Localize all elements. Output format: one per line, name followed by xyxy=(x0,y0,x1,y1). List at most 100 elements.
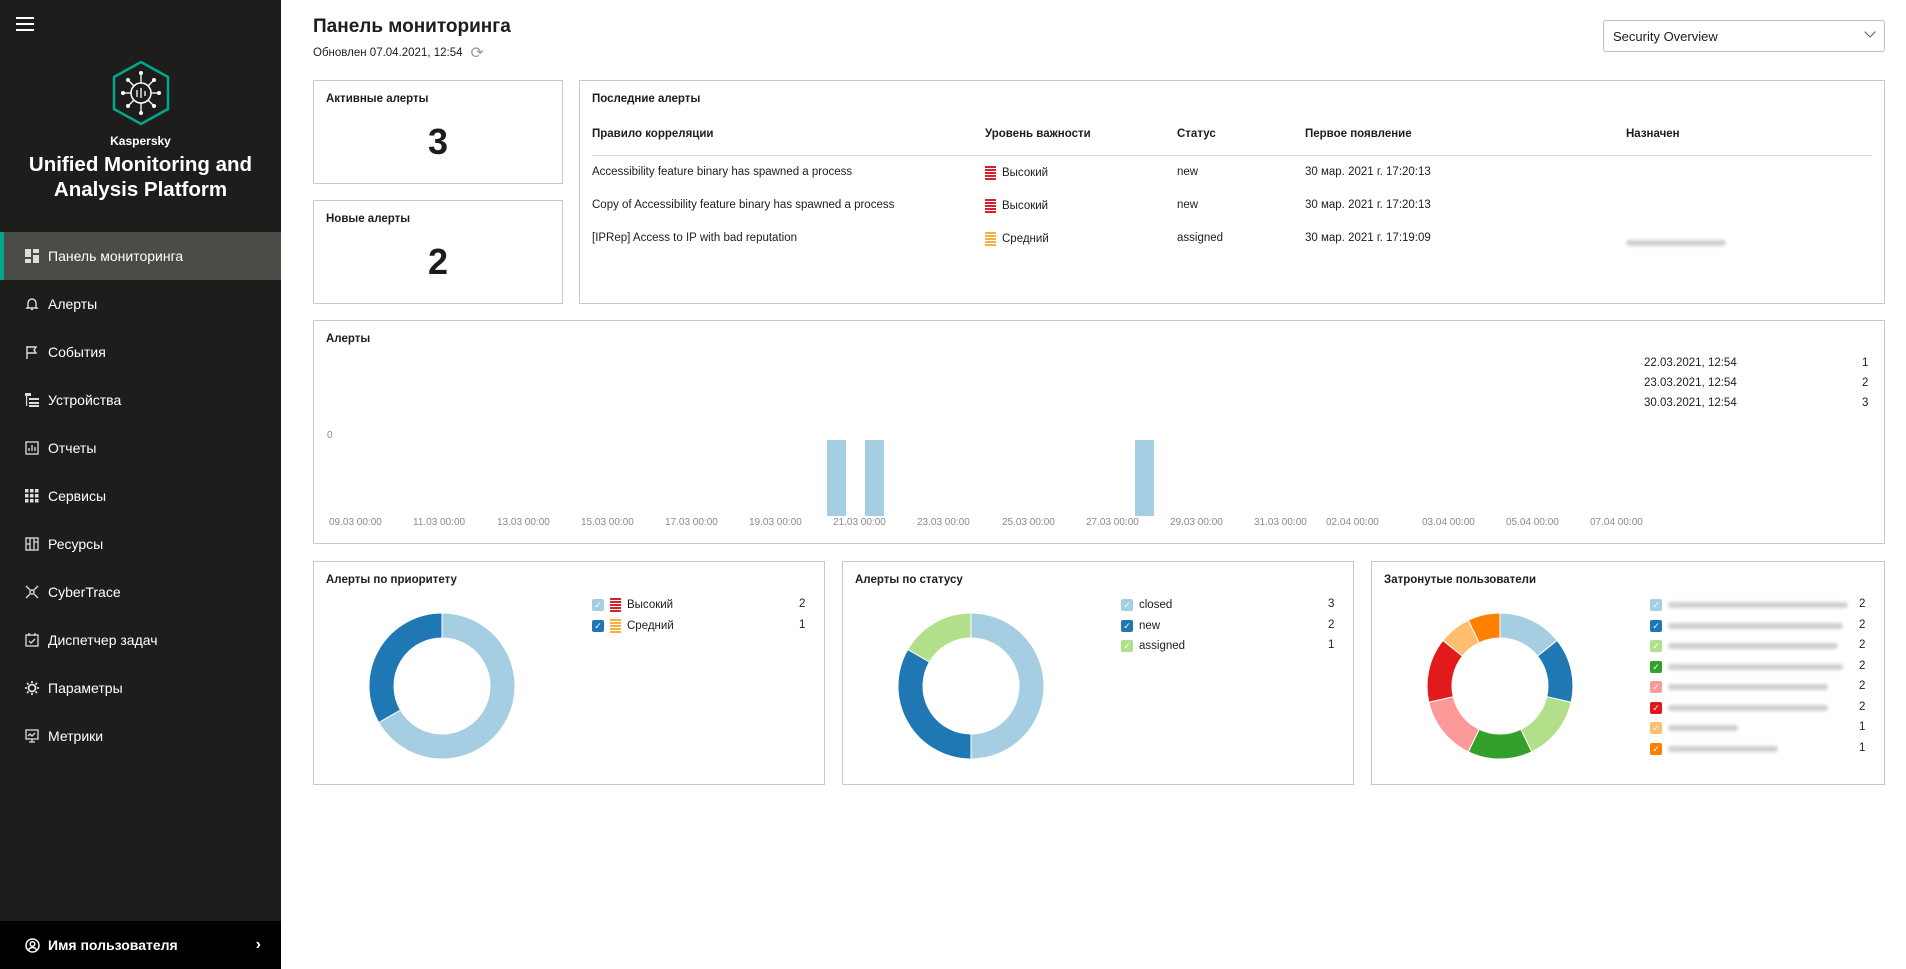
legend-item[interactable]: ✓ closed xyxy=(1121,597,1172,613)
redacted-text xyxy=(1668,602,1848,608)
legend-count: 2 xyxy=(1859,639,1866,651)
column-header-rule[interactable]: Правило корреляции xyxy=(592,128,714,140)
legend-item[interactable]: ✓ xyxy=(1650,638,1838,654)
priority-donut-chart xyxy=(368,612,516,760)
legend-checkbox[interactable]: ✓ xyxy=(1121,599,1133,611)
legend-checkbox[interactable]: ✓ xyxy=(1650,640,1662,652)
sidebar-item-services[interactable]: Сервисы xyxy=(0,472,281,520)
legend-item[interactable]: ✓ xyxy=(1650,679,1828,695)
legend-checkbox[interactable]: ✓ xyxy=(1650,742,1662,755)
redacted-text xyxy=(1668,725,1738,731)
page-title: Панель мониторинга xyxy=(313,16,511,37)
legend-label: new xyxy=(1139,619,1161,632)
sidebar-item-resources[interactable]: Ресурсы xyxy=(0,520,281,568)
chart-legend-count: 2 xyxy=(1862,377,1869,389)
sidebar-item-task-manager[interactable]: Диспетчер задач xyxy=(0,616,281,664)
user-menu[interactable]: Имя пользователя › xyxy=(0,921,281,969)
table-row[interactable]: Accessibility feature binary has spawned… xyxy=(580,166,1884,186)
legend-item[interactable]: ✓ xyxy=(1650,618,1843,634)
sidebar-item-label: Сервисы xyxy=(48,488,107,504)
legend-count: 2 xyxy=(1859,680,1866,692)
product-name-line1: Unified Monitoring and xyxy=(28,153,253,176)
sidebar-item-label: Диспетчер задач xyxy=(48,632,158,648)
dashboard-select[interactable]: Security Overview xyxy=(1603,20,1885,52)
legend-checkbox[interactable]: ✓ xyxy=(1650,701,1662,714)
product-name-line2: Analysis Platform xyxy=(53,178,228,201)
legend-checkbox[interactable]: ✓ xyxy=(1650,681,1662,693)
legend-checkbox[interactable]: ✓ xyxy=(1650,722,1662,734)
legend-checkbox[interactable]: ✓ xyxy=(1650,599,1662,611)
recent-alerts-title: Последние алерты xyxy=(592,93,701,105)
legend-item[interactable]: ✓ xyxy=(1650,659,1843,675)
sidebar-item-alerts[interactable]: Алерты xyxy=(0,280,281,328)
donut-slice[interactable] xyxy=(378,612,516,760)
sidebar-item-metrics[interactable]: Метрики xyxy=(0,712,281,760)
column-header-severity[interactable]: Уровень важности xyxy=(985,128,1091,140)
legend-item[interactable]: ✓ xyxy=(1650,741,1778,757)
legend-label: assigned xyxy=(1139,640,1186,652)
redacted-text xyxy=(1668,745,1778,752)
column-header-status[interactable]: Статус xyxy=(1177,128,1216,140)
cell-rule[interactable]: [IPRep] Access to IP with bad reputation xyxy=(592,232,797,244)
legend-item[interactable]: ✓ xyxy=(1650,720,1738,736)
legend-checkbox[interactable]: ✓ xyxy=(592,599,604,611)
legend-count: 2 xyxy=(1859,618,1866,631)
donut-slice[interactable] xyxy=(1467,728,1533,760)
legend-checkbox[interactable]: ✓ xyxy=(1650,619,1662,632)
active-alerts-title: Активные алерты xyxy=(326,93,429,105)
donut-slice[interactable] xyxy=(1520,696,1572,753)
sidebar-item-devices[interactable]: Устройства xyxy=(0,376,281,424)
severity-label: Средний xyxy=(1002,233,1049,245)
flag-icon xyxy=(24,344,40,360)
chart-bar[interactable] xyxy=(827,440,847,516)
sidebar-item-settings[interactable]: Параметры xyxy=(0,664,281,712)
legend-item[interactable]: ✓ xyxy=(1650,700,1828,716)
legend-checkbox[interactable]: ✓ xyxy=(1121,619,1133,632)
x-axis-tick-label: 31.03 00:00 xyxy=(1254,517,1307,528)
legend-item[interactable]: ✓ assigned xyxy=(1121,638,1185,654)
table-row[interactable]: [IPRep] Access to IP with bad reputation… xyxy=(580,232,1884,252)
legend-item[interactable]: ✓ Высокий xyxy=(592,597,673,613)
sidebar-item-label: Ресурсы xyxy=(48,536,104,552)
cell-rule[interactable]: Copy of Accessibility feature binary has… xyxy=(592,199,895,211)
severity-high-icon xyxy=(985,166,996,180)
resources-icon xyxy=(24,536,40,552)
donut-slice[interactable] xyxy=(970,612,1045,760)
cell-assigned-redacted xyxy=(1626,237,1726,249)
status-donut-chart xyxy=(897,612,1045,760)
cell-first-seen: 30 мар. 2021 г. 17:20:13 xyxy=(1305,199,1431,211)
sidebar-item-events[interactable]: События xyxy=(0,328,281,376)
severity-high-icon xyxy=(985,199,996,213)
chart-bar[interactable] xyxy=(865,440,885,516)
active-alerts-card: Активные алерты 3 xyxy=(313,80,563,184)
column-header-first-seen[interactable]: Первое появление xyxy=(1305,128,1412,140)
legend-item[interactable]: ✓ xyxy=(1650,597,1848,613)
legend-count: 1 xyxy=(799,618,806,631)
cell-status: new xyxy=(1177,199,1199,211)
table-row[interactable]: Copy of Accessibility feature binary has… xyxy=(580,199,1884,219)
legend-checkbox[interactable]: ✓ xyxy=(1650,660,1662,673)
cell-first-seen: 30 мар. 2021 г. 17:20:13 xyxy=(1305,166,1431,178)
donut-slice[interactable] xyxy=(1467,612,1501,644)
refresh-icon[interactable]: ⟳ xyxy=(470,45,484,62)
sidebar-item-reports[interactable]: Отчеты xyxy=(0,424,281,472)
cell-severity: Высокий xyxy=(985,166,1048,180)
donut-slice[interactable] xyxy=(368,612,443,724)
donut-slice[interactable] xyxy=(897,648,972,760)
legend-checkbox[interactable]: ✓ xyxy=(1121,640,1133,652)
legend-item[interactable]: ✓ new xyxy=(1121,618,1160,634)
bell-icon xyxy=(24,296,40,312)
legend-item[interactable]: ✓ Средний xyxy=(592,618,674,634)
menu-toggle-icon[interactable] xyxy=(16,17,34,31)
active-alerts-value: 3 xyxy=(427,121,449,162)
donut-slice[interactable] xyxy=(1428,696,1480,753)
sidebar-item-dashboard[interactable]: Панель мониторинга xyxy=(0,232,281,280)
column-header-assigned[interactable]: Назначен xyxy=(1626,128,1680,140)
chart-bar[interactable] xyxy=(1134,440,1154,516)
chevron-down-icon xyxy=(1864,26,1876,38)
sidebar-item-cybertrace[interactable]: CyberTrace xyxy=(0,568,281,616)
cell-rule[interactable]: Accessibility feature binary has spawned… xyxy=(592,166,853,178)
donut-slice[interactable] xyxy=(907,612,972,663)
legend-checkbox[interactable]: ✓ xyxy=(592,619,604,632)
